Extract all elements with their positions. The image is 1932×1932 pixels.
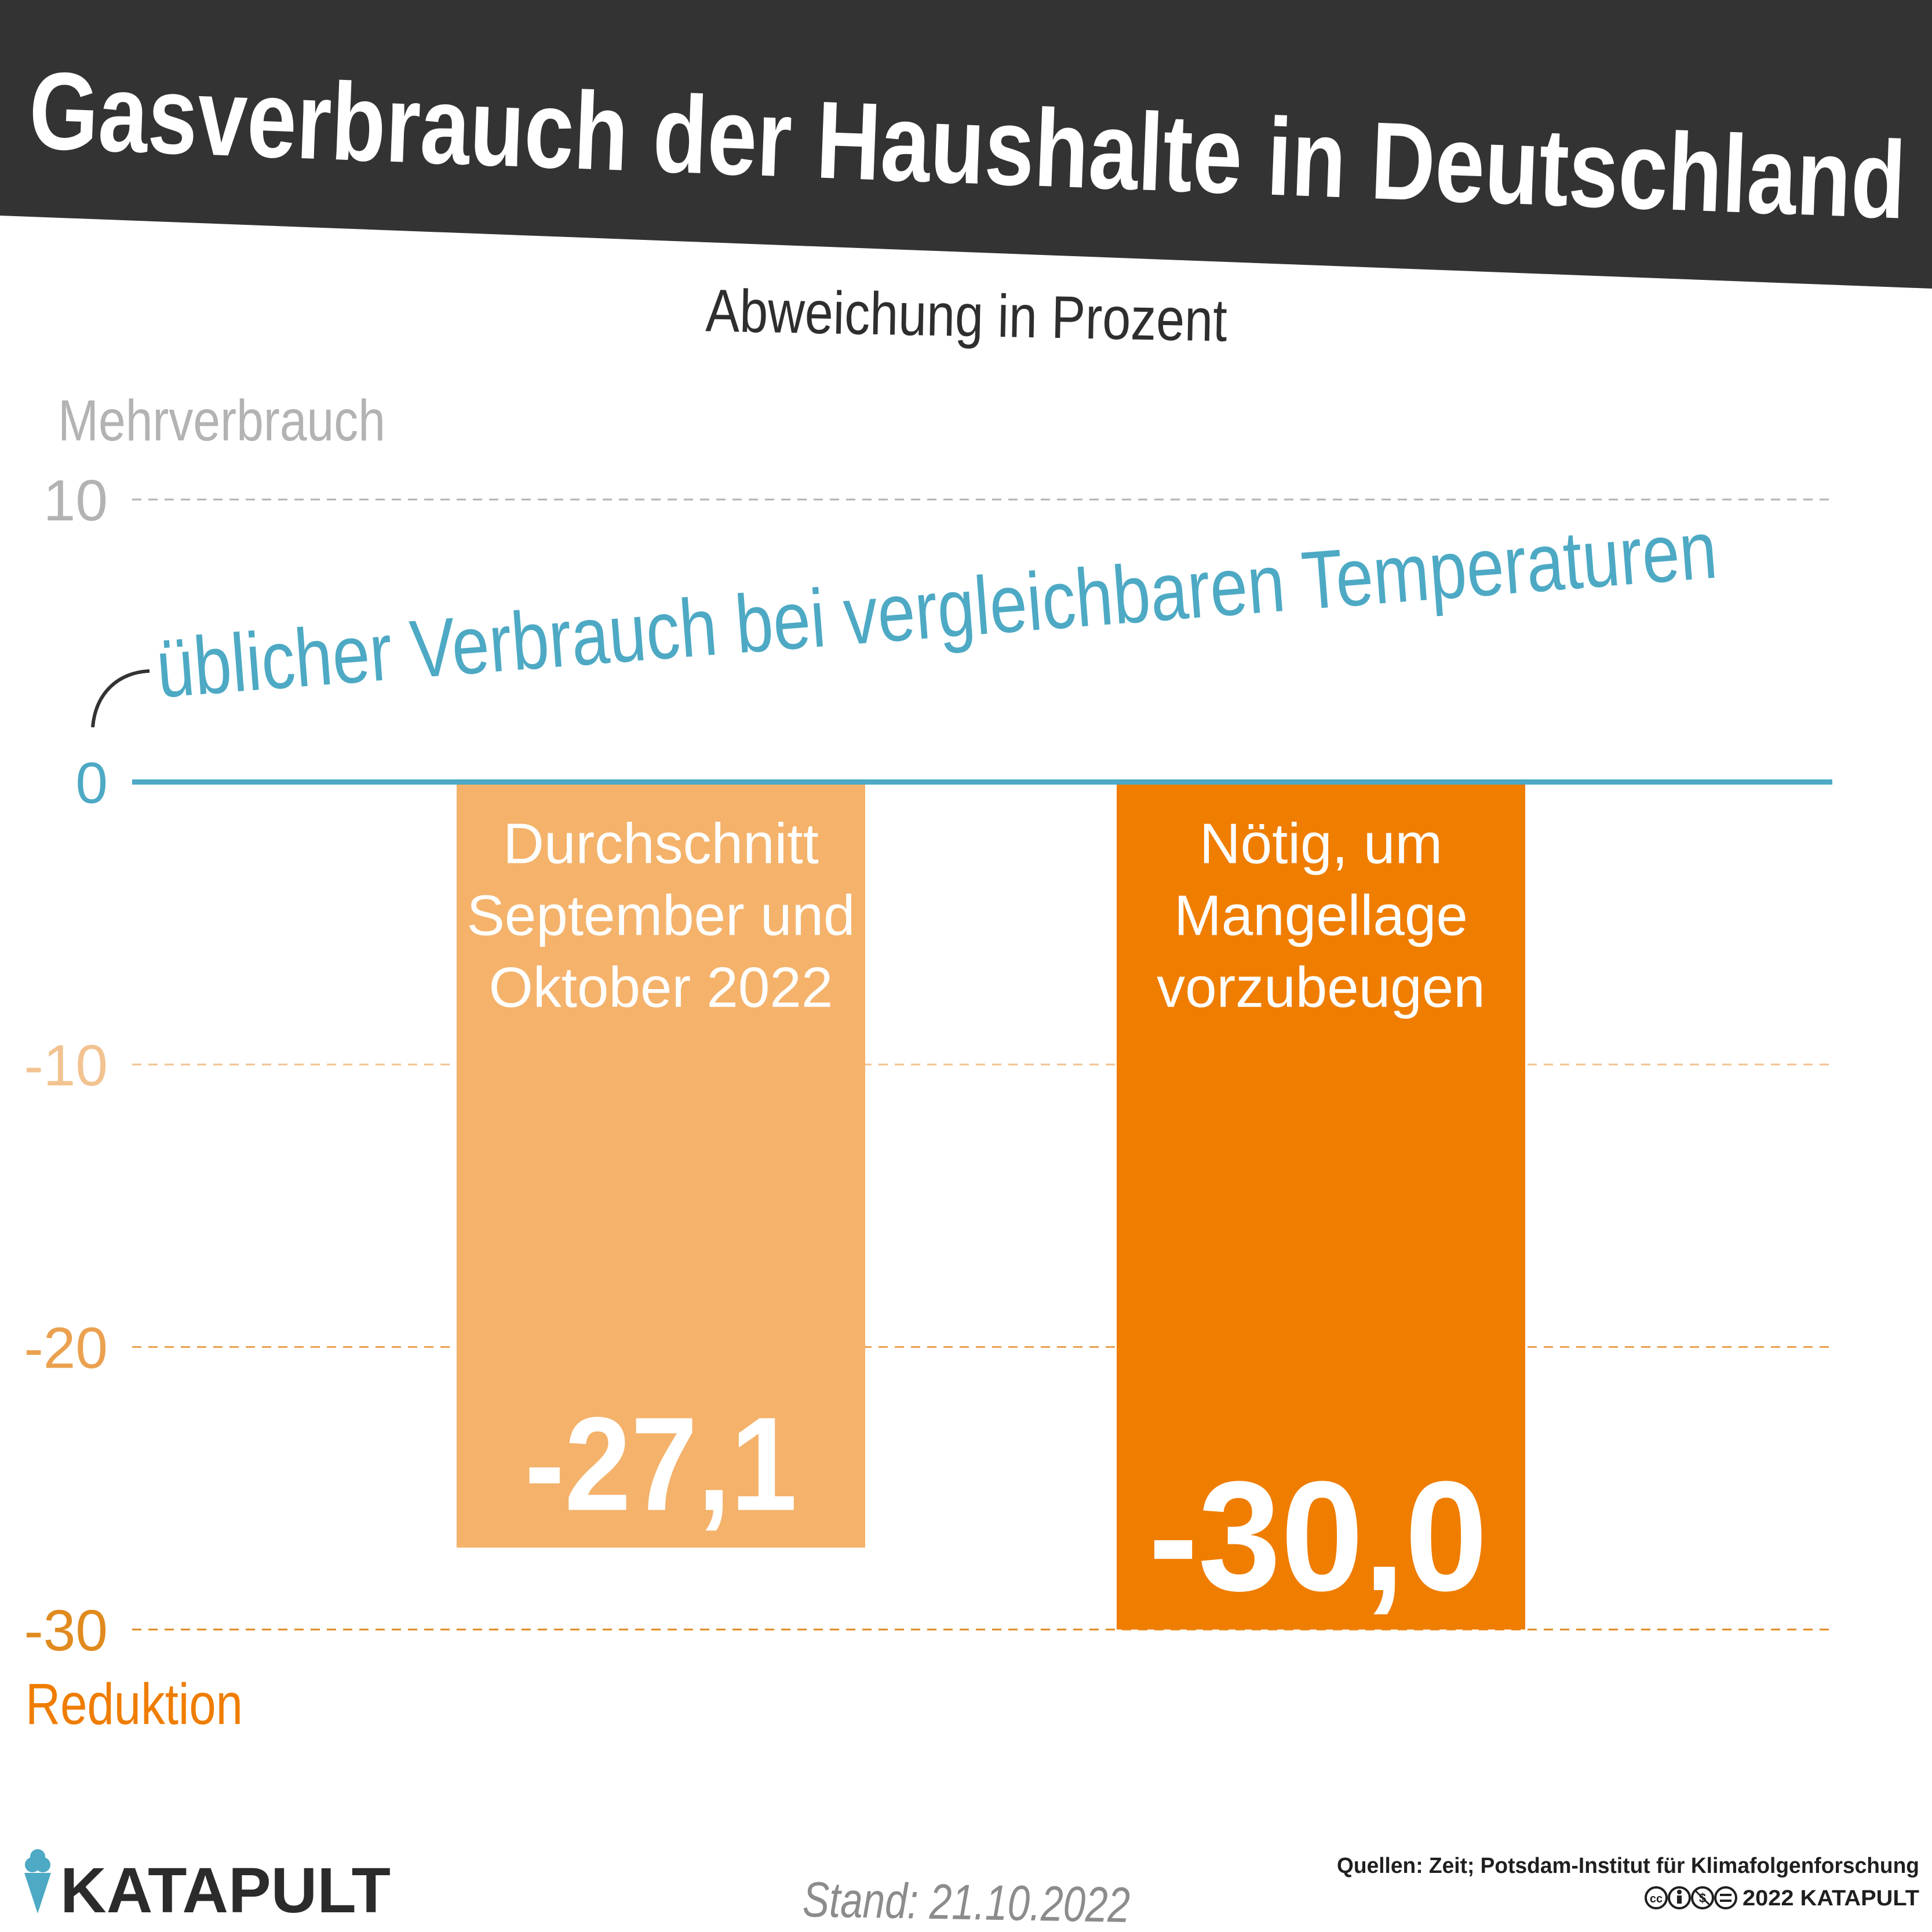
bar-value-label: -27,1 [525, 1390, 797, 1539]
by-icon [1668, 1886, 1691, 1909]
baseline-annotation: üblicher Verbrauch bei vergleichbaren Te… [153, 504, 1720, 716]
license-icons: cc $ [1645, 1886, 1737, 1909]
axis-bottom-label: Reduktion [25, 1672, 243, 1737]
header-band [0, 0, 1932, 289]
svg-text:cc: cc [1650, 1893, 1663, 1905]
bar-value-label: -30,0 [1149, 1449, 1488, 1624]
y-tick-label: -30 [24, 1598, 108, 1663]
y-tick-label: -10 [24, 1033, 108, 1098]
chart-subtitle: Abweichung in Prozent [705, 277, 1228, 354]
katapult-logo: KATAPULT [24, 1849, 391, 1926]
bar-category-label: Durchschnitt September und Oktober 2022 [466, 812, 855, 1019]
grid-layer: 10 0 -10 -20 -30 [24, 468, 1832, 1663]
axis-top-label: Mehrverbrauch [58, 388, 385, 453]
nd-icon [1714, 1886, 1737, 1909]
brand-name: KATAPULT [60, 1855, 391, 1926]
nc-icon: $ [1691, 1886, 1714, 1909]
copyright-text: 2022 KATAPULT [1743, 1886, 1919, 1911]
bars-layer: Durchschnitt September und Oktober 2022 -27… [132, 779, 1832, 1630]
sources-text: Quellen: Zeit; Potsdam-Institut für Klim… [1337, 1854, 1919, 1878]
date-stamp: Stand: 21.10.2022 [802, 1872, 1131, 1932]
bar-category-label: Nötig, um Mangellage vorzubeugen [1157, 812, 1485, 1019]
y-tick-label: -20 [24, 1316, 108, 1381]
cc-icon: cc [1645, 1886, 1668, 1909]
bar [457, 782, 865, 1548]
bar [1117, 782, 1525, 1630]
annotation-leader-line [91, 669, 150, 728]
y-tick-label: 0 [75, 751, 108, 816]
ice-cream-cone-logo-icon [24, 1849, 51, 1913]
y-tick-label: 10 [43, 468, 108, 533]
